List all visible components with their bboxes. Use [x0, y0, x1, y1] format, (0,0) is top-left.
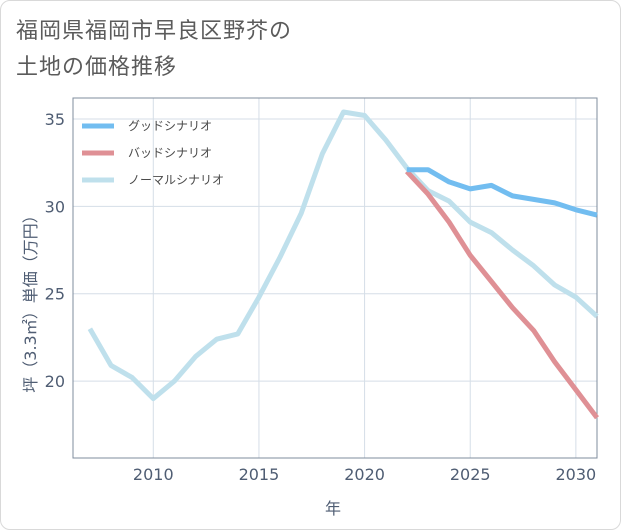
y-tick-labels: 20 25 30 35	[45, 110, 65, 391]
x-axis-title: 年	[325, 499, 341, 518]
chart-title-line-2: 土地の価格推移	[16, 55, 178, 80]
series-line-2	[87, 109, 599, 402]
x-tick-labels: 2010 2015 2020 2025 2030	[133, 465, 596, 484]
series-lines	[87, 109, 599, 420]
x-tick-label: 2015	[239, 465, 280, 484]
chart-title: 福岡県福岡市早良区野芥の 土地の価格推移	[16, 14, 292, 86]
y-tick-label: 20	[45, 372, 65, 391]
series-line-1	[404, 169, 599, 420]
x-tick-label: 2025	[450, 465, 491, 484]
plot-frame	[72, 97, 598, 459]
x-tick-label: 2030	[556, 465, 597, 484]
y-tick-label: 25	[45, 285, 65, 304]
legend-label: バッドシナリオ	[128, 146, 212, 160]
y-tick-label: 30	[45, 197, 65, 216]
x-tick-label: 2010	[133, 465, 174, 484]
y-axis-title: 坪（3.3㎡）単価（万円）	[21, 207, 40, 392]
legend-label: グッドシナリオ	[128, 119, 212, 133]
x-tick-label: 2020	[344, 465, 385, 484]
y-tick-label: 35	[45, 110, 65, 129]
chart-title-line-1: 福岡県福岡市早良区野芥の	[16, 19, 293, 44]
series-line-0	[406, 167, 598, 218]
legend-label: ノーマルシナリオ	[128, 173, 224, 187]
